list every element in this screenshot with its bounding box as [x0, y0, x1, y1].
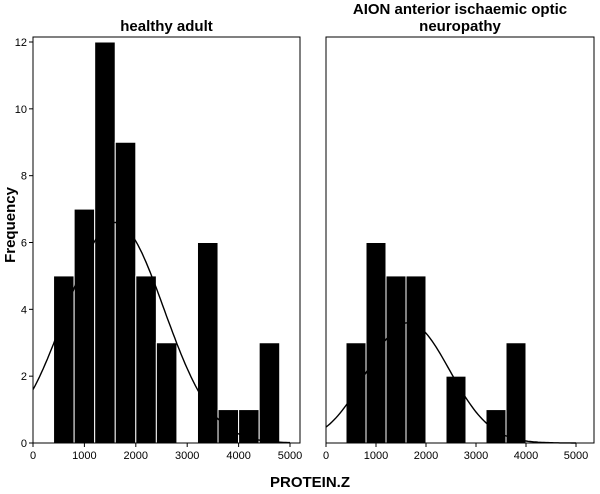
histogram-bar	[73, 208, 96, 444]
x-tick-label: 3000	[464, 450, 488, 462]
histogram-bar	[505, 342, 527, 444]
panel-2: AION anterior ischaemic optic neuropathy 0…	[323, 1, 595, 462]
x-tick-label: 2000	[414, 450, 438, 462]
histogram-bar	[135, 275, 157, 444]
panel-title: healthy adult	[120, 18, 213, 35]
x-tick-label: 5000	[278, 450, 302, 462]
normal-curve	[32, 221, 290, 444]
y-tick-label: 4	[21, 304, 27, 316]
histogram-bar	[385, 275, 407, 444]
normal-curve	[325, 321, 576, 444]
histogram-bar	[445, 375, 467, 444]
histogram-bar	[258, 342, 281, 444]
y-tick-label: 0	[21, 438, 27, 450]
x-tick-label: 5000	[564, 450, 588, 462]
x-tick-label: 4000	[514, 450, 538, 462]
x-tick-label: 0	[323, 450, 329, 462]
panel-1: healthy adult 0 2 4 6 8 10 12 0 1000 2000 3000 4000 5…	[15, 18, 302, 462]
y-tick-label: 6	[21, 238, 27, 250]
x-tick-label: 2000	[124, 450, 148, 462]
histogram-bar	[405, 275, 427, 444]
y-tick-label: 10	[15, 104, 27, 116]
x-tick-label: 0	[30, 450, 36, 462]
y-tick-label: 12	[15, 37, 27, 49]
histogram-bar	[114, 141, 137, 444]
histogram-bar	[53, 275, 75, 444]
x-axis-title: PROTEIN.Z	[270, 474, 350, 491]
y-axis-title: Frequency	[2, 186, 19, 263]
x-tick-label: 3000	[175, 450, 199, 462]
panel-title: AION anterior ischaemic optic neuropathy	[353, 1, 567, 35]
x-tick-label: 1000	[364, 450, 388, 462]
y-tick-label: 2	[21, 371, 27, 383]
histogram-bar	[196, 242, 219, 444]
x-tick-label: 4000	[226, 450, 250, 462]
histogram-bar	[155, 342, 178, 444]
y-tick-label: 8	[21, 171, 27, 183]
x-tick-label: 1000	[72, 450, 96, 462]
histogram-bar	[94, 41, 116, 444]
histogram-bar	[345, 342, 367, 444]
histogram-bar	[217, 409, 240, 444]
